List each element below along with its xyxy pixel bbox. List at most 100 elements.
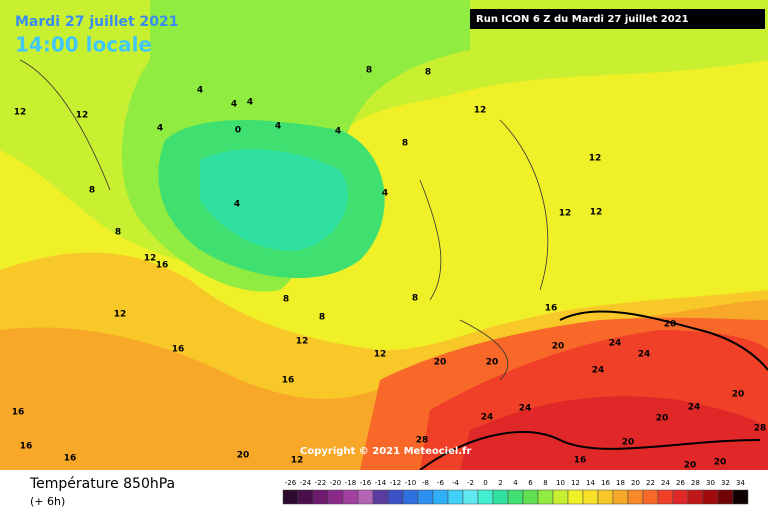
- color-swatch: [732, 489, 749, 505]
- contour-label: 20: [622, 438, 635, 448]
- contour-label: 16: [545, 304, 558, 314]
- legend-tick-label: 10: [556, 479, 565, 487]
- contour-label: 4: [231, 100, 237, 110]
- contour-label: 16: [20, 442, 33, 452]
- color-swatch: [597, 489, 614, 505]
- legend-tick-label: -10: [405, 479, 416, 487]
- legend-tick-label: 6: [528, 479, 533, 487]
- color-swatch: [327, 489, 344, 505]
- contour-label: 8: [366, 66, 372, 76]
- legend-tick-label: -2: [467, 479, 474, 487]
- color-swatch: [552, 489, 569, 505]
- color-swatch: [627, 489, 644, 505]
- map-date: Mardi 27 juillet 2021: [15, 14, 179, 30]
- legend-tick-label: 24: [661, 479, 670, 487]
- color-swatch: [357, 489, 374, 505]
- color-swatch: [387, 489, 404, 505]
- contour-label: 16: [172, 345, 185, 355]
- color-swatch: [582, 489, 599, 505]
- contour-label: 20: [552, 342, 565, 352]
- contour-label: 12: [590, 208, 603, 218]
- legend-tick-label: 20: [631, 479, 640, 487]
- contour-label: 4: [234, 200, 240, 210]
- color-swatch: [462, 489, 479, 505]
- contour-label: 12: [291, 456, 304, 466]
- contour-label: 4: [157, 124, 163, 134]
- legend-tick-label: 2: [498, 479, 502, 487]
- legend-tick-label: 8: [543, 479, 547, 487]
- legend-tick-label: -14: [375, 479, 387, 487]
- legend-tick-label: -26: [285, 479, 297, 487]
- contour-label: 20: [434, 358, 447, 368]
- color-swatch: [342, 489, 359, 505]
- legend-tick-label: -4: [452, 479, 460, 487]
- color-swatch: [537, 489, 554, 505]
- legend-tick-label: 26: [676, 479, 685, 487]
- contour-label: 12: [76, 111, 89, 121]
- contour-label: 4: [197, 86, 203, 96]
- legend-tick-label: 28: [691, 479, 700, 487]
- color-swatch: [702, 489, 719, 505]
- contour-label: 20: [656, 414, 669, 424]
- contour-label: 12: [559, 209, 572, 219]
- contour-label: 12: [374, 350, 387, 360]
- contour-label: 8: [412, 294, 418, 304]
- contour-label: 20: [732, 390, 745, 400]
- color-swatch: [432, 489, 449, 505]
- contour-label: 8: [283, 295, 289, 305]
- contour-label: 4: [335, 127, 341, 137]
- contour-label: 24: [592, 366, 605, 376]
- color-swatch: [567, 489, 584, 505]
- legend-tick-label: 14: [586, 479, 595, 487]
- color-swatch: [612, 489, 629, 505]
- run-box: [470, 9, 765, 29]
- color-swatch: [717, 489, 734, 505]
- color-swatch: [492, 489, 509, 505]
- contour-label: 16: [156, 261, 169, 271]
- contour-label: 24: [609, 339, 622, 349]
- contour-label: 8: [89, 186, 95, 196]
- legend-tick-label: 34: [736, 479, 745, 487]
- contour-label: 24: [519, 404, 532, 414]
- contour-label: 12: [589, 154, 602, 164]
- legend-tick-label: -8: [422, 479, 429, 487]
- contour-label: 4: [247, 98, 253, 108]
- contour-label: 0: [235, 126, 241, 136]
- contour-label: 12: [114, 310, 127, 320]
- contour-label: 4: [382, 189, 388, 199]
- contour-label: 16: [282, 376, 295, 386]
- contour-label: 28: [416, 436, 429, 446]
- color-swatch: [297, 489, 314, 505]
- contour-label: 20: [486, 358, 499, 368]
- legend-subtitle: (+ 6h): [30, 495, 65, 508]
- legend-tick-label: 4: [513, 479, 518, 487]
- legend-tick-label: 0: [483, 479, 487, 487]
- legend-tick-label: -12: [390, 479, 401, 487]
- contour-label: 8: [319, 313, 325, 323]
- legend-tick-label: -18: [345, 479, 356, 487]
- contour-label: 20: [684, 461, 697, 471]
- contour-label: 12: [474, 106, 487, 116]
- legend-tick-label: 18: [616, 479, 625, 487]
- contour-label: 16: [64, 454, 77, 464]
- contour-label: 8: [115, 228, 121, 238]
- color-swatch: [657, 489, 674, 505]
- color-swatch: [672, 489, 689, 505]
- contour-label: 16: [574, 456, 587, 466]
- color-swatch: [477, 489, 494, 505]
- contour-label: 24: [638, 350, 651, 360]
- contour-label: 16: [12, 408, 25, 418]
- map-time: 14:00 locale: [15, 33, 152, 57]
- legend-tick-label: -20: [330, 479, 341, 487]
- copyright: Copyright © 2021 Meteociel.fr: [300, 446, 471, 457]
- legend-title: Température 850hPa: [29, 476, 175, 492]
- legend: Température 850hPa (+ 6h) -26 -24 -22 -20 -1…: [29, 476, 749, 508]
- legend-tick-label: -16: [360, 479, 372, 487]
- legend-tick-label: -22: [315, 479, 326, 487]
- contour-label: 20: [714, 458, 727, 468]
- legend-tick-label: -24: [300, 479, 312, 487]
- color-swatch: [447, 489, 464, 505]
- color-swatch: [642, 489, 659, 505]
